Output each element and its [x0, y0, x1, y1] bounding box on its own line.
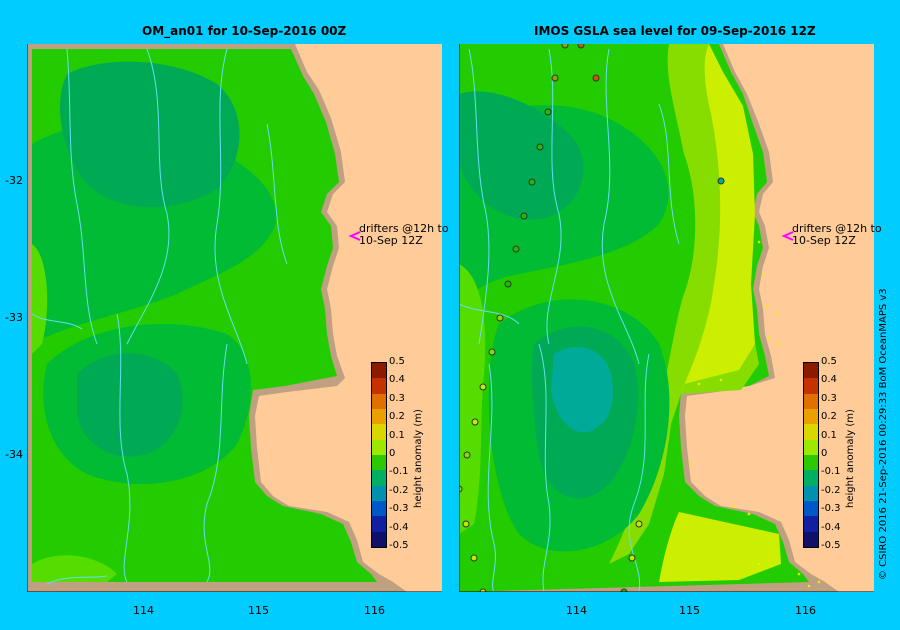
colorbar-title: height anomaly (m) [845, 409, 856, 508]
colorbar-segment [804, 470, 818, 487]
colorbar-tick-label: 0 [389, 448, 396, 459]
colorbar-tick-label: -0.4 [389, 521, 409, 533]
colorbar-tick-label: -0.1 [389, 466, 409, 478]
anomaly-contour [32, 555, 117, 582]
x-tick-label: 115 [679, 604, 700, 617]
anomaly-contour [459, 264, 486, 534]
drifter-positions [459, 44, 725, 592]
drifter-note-line1: drifters @12h to [359, 222, 449, 235]
colorbar-segment [804, 455, 818, 471]
colorbar-title: height anomaly (m) [413, 409, 424, 508]
drifter-arrow-icon [781, 231, 794, 241]
anomaly-contour [59, 61, 240, 208]
colorbar-scale [803, 362, 819, 548]
anomaly-contour [659, 512, 781, 582]
y-tick-label: -34 [5, 448, 23, 461]
left-panel-title: OM_an01 for 10-Sep-2016 00Z [142, 24, 347, 38]
drifter-note-line1: drifters @12h to [792, 222, 882, 235]
colorbar-tick-label: -0.4 [821, 521, 841, 533]
colorbar-tick-label: 0.5 [821, 356, 837, 367]
colorbar-tick-label: -0.5 [821, 540, 841, 551]
colorbar-segment [372, 439, 386, 456]
colorbar-segment [804, 424, 818, 441]
colorbar-tick-label: 0 [821, 448, 828, 459]
colorbar-segment [804, 531, 818, 548]
drifter-arrow-icon [348, 231, 361, 241]
x-tick-label: 115 [248, 604, 269, 617]
x-tick-label: 114 [566, 604, 587, 617]
drifter-tracks [31, 48, 288, 585]
drifter-note-line2: 10-Sep 12Z [792, 234, 856, 247]
colorbar-tick-label: 0.1 [821, 429, 837, 441]
colorbar-segment [804, 501, 818, 517]
colorbar-segment [372, 516, 386, 533]
colorbar-segment [804, 439, 818, 456]
y-tick-label: -33 [5, 311, 23, 324]
colorbar-segment [372, 424, 386, 441]
colorbar-tick-label: 0.4 [389, 374, 405, 386]
colorbar-segment [372, 455, 386, 471]
colorbar-segment [372, 470, 386, 487]
anomaly-contour [77, 353, 183, 457]
colorbar-tick-label: 0.2 [389, 411, 405, 423]
x-tick-label: 116 [364, 604, 385, 617]
colorbar-segment [372, 363, 386, 379]
colorbar-tick-label: 0.5 [389, 356, 405, 367]
colorbar-tick-label: -0.3 [821, 503, 841, 515]
colorbar-tick-label: -0.1 [821, 466, 841, 478]
colorbar-segment [804, 378, 818, 395]
anomaly-contour [679, 44, 755, 396]
x-tick-label: 116 [795, 604, 816, 617]
colorbar-scale [371, 362, 387, 548]
colorbar-tick-label: 0.3 [821, 392, 837, 404]
colorbar-tick-label: -0.5 [389, 540, 409, 551]
colorbar-segment [804, 393, 818, 410]
right-panel-title: IMOS GSLA sea level for 09-Sep-2016 12Z [534, 24, 816, 38]
colorbar-segment [804, 485, 818, 502]
colorbar-tick-label: -0.2 [821, 484, 841, 496]
colorbar-tick-label: 0.4 [821, 374, 837, 386]
colorbar-tick-label: -0.2 [389, 484, 409, 496]
colorbar-segment [804, 409, 818, 425]
colorbar-tick-label: -0.3 [389, 503, 409, 515]
drifter-note-right: drifters @12h to 10-Sep 12Z [792, 223, 882, 247]
drifter-note-line2: 10-Sep 12Z [359, 234, 423, 247]
colorbar-segment [372, 531, 386, 548]
colorbar-segment [372, 501, 386, 517]
y-tick-label: -32 [5, 174, 23, 187]
anomaly-contour [551, 346, 613, 433]
left-map [27, 44, 442, 592]
colorbar-tick-label: 0.1 [389, 429, 405, 441]
colorbar-segment [372, 485, 386, 502]
credit-text: © CSIRO 2016 21-Sep-2016 00:29:33 BoM Oc… [878, 288, 889, 580]
colorbar-tick-label: 0.3 [389, 392, 405, 404]
colorbar-segment [372, 393, 386, 410]
drifter-tracks [459, 48, 680, 592]
colorbar-segment [372, 378, 386, 395]
colorbar-tick-label: 0.2 [821, 411, 837, 423]
drifter-note-left: drifters @12h to 10-Sep 12Z [359, 223, 449, 247]
coastal-dots [689, 240, 821, 588]
colorbar-segment [372, 409, 386, 425]
anomaly-contour [32, 244, 48, 354]
x-tick-label: 114 [133, 604, 154, 617]
colorbar-segment [804, 363, 818, 379]
colorbar-segment [804, 516, 818, 533]
